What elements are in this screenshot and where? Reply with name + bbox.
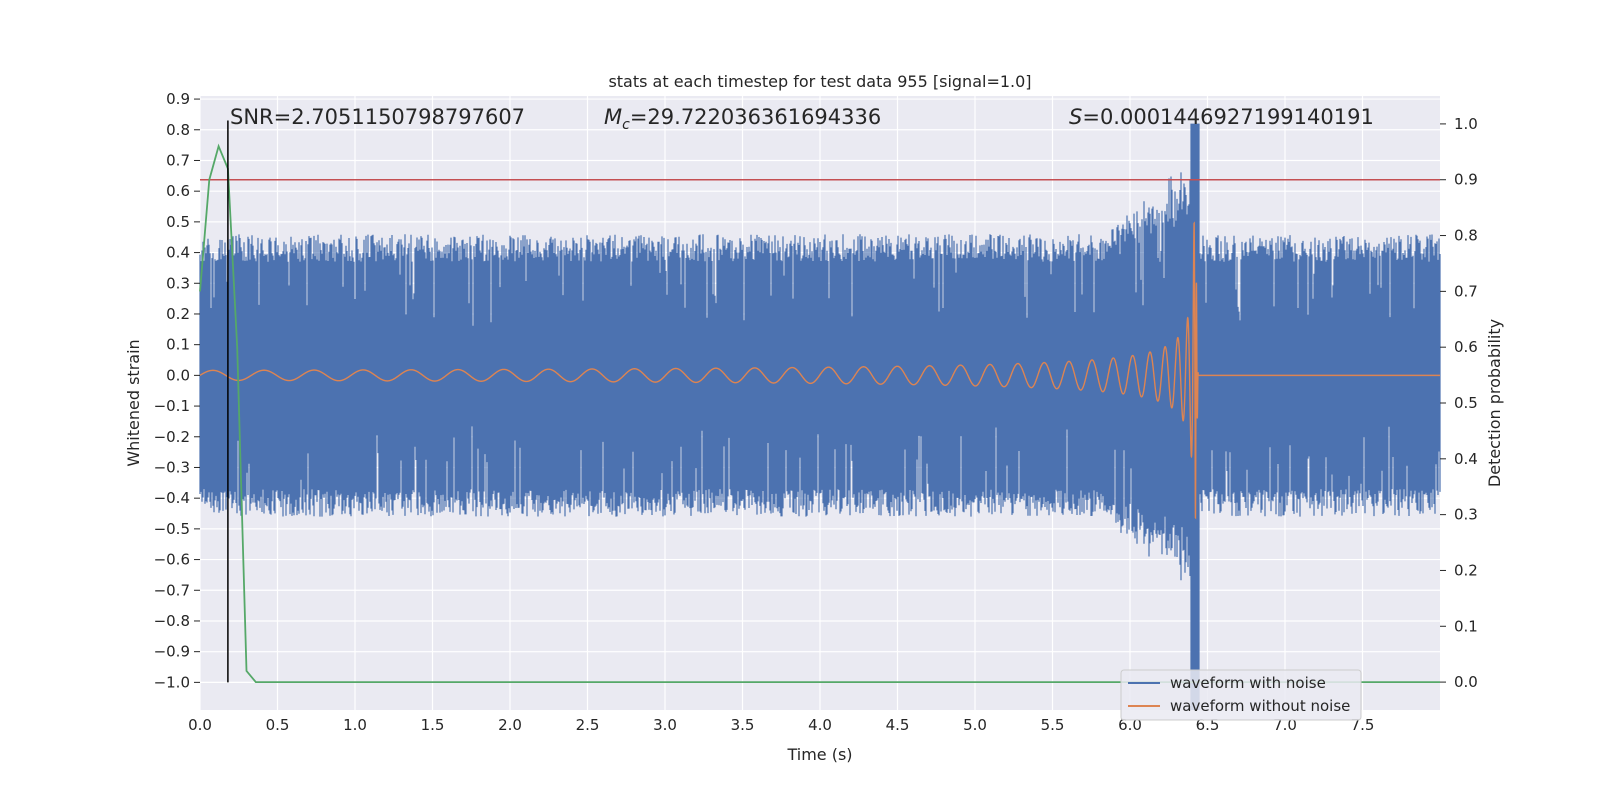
series-detection-probability xyxy=(199,143,1440,683)
y-tick-label: 0.8 xyxy=(166,121,190,139)
y-tick-label: −0.9 xyxy=(154,643,190,661)
y2-tick-label: 0.7 xyxy=(1454,282,1478,300)
x-tick-label: 4.0 xyxy=(808,716,832,734)
y-axis-label: Whitened strain xyxy=(124,339,143,466)
y2-tick-label: 0.5 xyxy=(1454,394,1478,412)
y-tick-label: −0.2 xyxy=(154,428,190,446)
x-tick-label: 1.0 xyxy=(343,716,367,734)
y-tick-label: 0.3 xyxy=(166,274,190,292)
x-tick-label: 0.5 xyxy=(266,716,290,734)
s-annotation: S=0.0001446927199140191 xyxy=(1069,105,1374,129)
y2-tick-label: 0.9 xyxy=(1454,171,1478,189)
y-tick-label: 0.4 xyxy=(166,244,190,262)
y-tick-label: 0.9 xyxy=(166,90,190,108)
x-tick-label: 4.5 xyxy=(886,716,910,734)
y-tick-label: −0.5 xyxy=(154,520,190,538)
s-value: =0.0001446927199140191 xyxy=(1082,105,1374,129)
y2-tick-label: 1.0 xyxy=(1454,115,1478,133)
legend-label-noise: waveform with noise xyxy=(1170,674,1326,692)
y-tick-label: 0.0 xyxy=(166,366,190,384)
y2-axis-label: Detection probability xyxy=(1485,319,1504,487)
y-tick-label: −1.0 xyxy=(154,673,190,691)
y2-tick-label: 0.4 xyxy=(1454,450,1478,468)
chirp-mass-annotation: Mc=29.722036361694336 xyxy=(604,105,881,133)
y2-tick-label: 0.8 xyxy=(1454,227,1478,245)
y2-tick-label: 0.6 xyxy=(1454,338,1478,356)
y-tick-label: 0.6 xyxy=(166,182,190,200)
mc-value: =29.722036361694336 xyxy=(630,105,881,129)
y2-tick-label: 0.0 xyxy=(1454,673,1478,691)
y-tick-label: 0.2 xyxy=(166,305,190,323)
ticks: 0.0 0.5 1.0 1.5 2.0 2.5 3.0 3.5 4.0 4.5 5.0 5.5 6.0 6… xyxy=(154,90,1478,734)
y-tick-label: −0.8 xyxy=(154,612,190,630)
y-tick-label: −0.6 xyxy=(154,551,190,569)
y-tick-label: 0.1 xyxy=(166,336,190,354)
legend: waveform with noise waveform without noi… xyxy=(1120,669,1362,721)
y-tick-label: −0.3 xyxy=(154,458,190,476)
y-tick-label: 0.5 xyxy=(166,213,190,231)
mc-subscript: c xyxy=(622,117,630,133)
y-tick-label: −0.1 xyxy=(154,397,190,415)
y-tick-label: −0.4 xyxy=(154,489,190,507)
legend-box xyxy=(1120,669,1362,721)
x-tick-label: 2.5 xyxy=(576,716,600,734)
chart-title: stats at each timestep for test data 955… xyxy=(608,72,1031,91)
s-symbol: S xyxy=(1069,105,1082,129)
x-tick-label: 0.0 xyxy=(188,716,212,734)
x-tick-label: 2.0 xyxy=(498,716,522,734)
x-tick-label: 3.0 xyxy=(653,716,677,734)
snr-annotation: SNR=2.7051150798797607 xyxy=(230,105,525,129)
x-tick-label: 5.5 xyxy=(1041,716,1065,734)
y2-tick-label: 0.1 xyxy=(1454,617,1478,635)
x-tick-label: 1.5 xyxy=(421,716,445,734)
mc-symbol: M xyxy=(604,105,622,129)
x-axis-label: Time (s) xyxy=(786,745,852,764)
series-waveform-without-noise xyxy=(199,221,1440,520)
x-tick-label: 3.5 xyxy=(731,716,755,734)
x-tick-label: 5.0 xyxy=(963,716,987,734)
y2-tick-label: 0.3 xyxy=(1454,506,1478,524)
y-tick-label: 0.7 xyxy=(166,151,190,169)
data-layer xyxy=(199,120,1441,710)
y2-tick-label: 0.2 xyxy=(1454,561,1478,579)
y-tick-label: −0.7 xyxy=(154,581,190,599)
legend-label-clean: waveform without noise xyxy=(1170,697,1350,715)
